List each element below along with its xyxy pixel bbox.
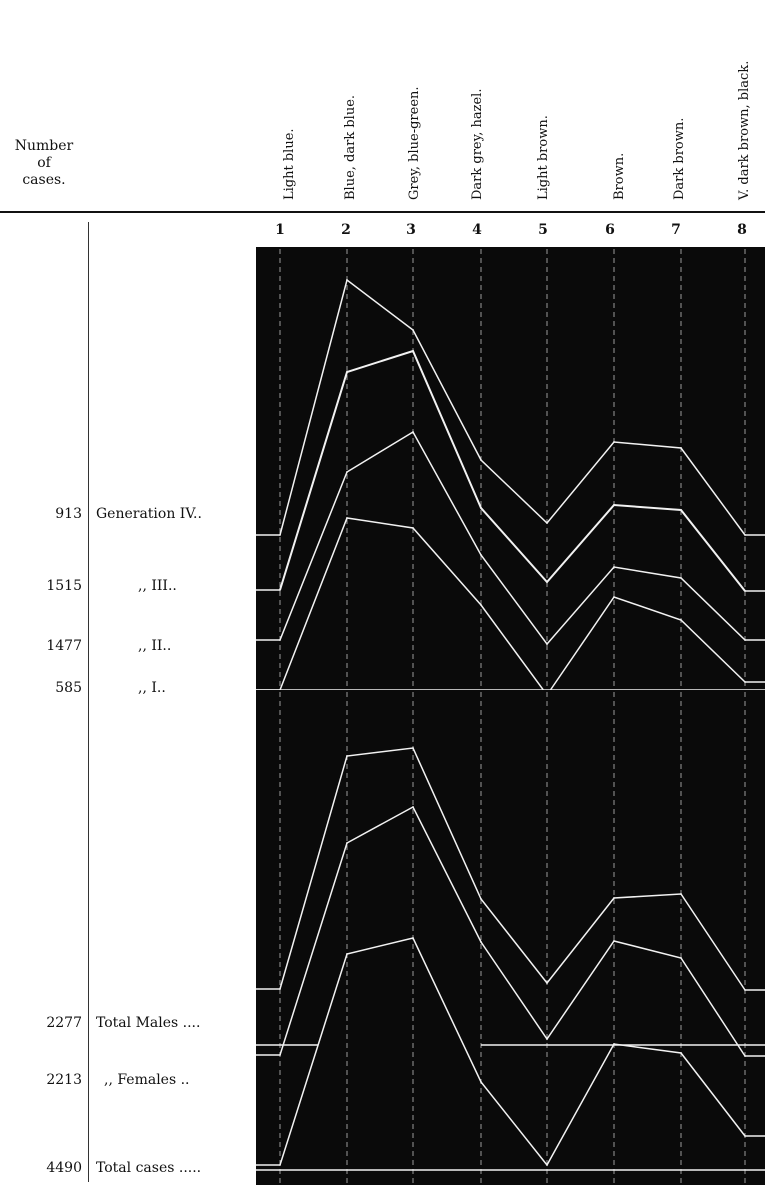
row-label-total-males: Total Males .... [96, 1015, 201, 1031]
number-of-cases-line-3: cases. [22, 172, 66, 188]
data-point-1-2-7 [680, 509, 682, 511]
column-number-6: 6 [605, 222, 615, 238]
row-count-total-cases: 4490 [46, 1160, 82, 1176]
column-number-5: 5 [538, 222, 548, 238]
row-label-total-cases: Total cases ..... [96, 1160, 202, 1176]
data-point-2-2-7 [680, 957, 682, 959]
row-count-gen-ii: 1477 [46, 638, 82, 654]
row-label-gen-i: ,, I.. [138, 680, 166, 696]
data-point-2-2-5 [546, 1038, 548, 1040]
data-point-2-1-2 [346, 755, 348, 757]
data-point-2-3-4 [480, 1081, 482, 1083]
data-point-2-1-4 [480, 898, 482, 900]
row-label-gen-ii: ,, II.. [138, 638, 172, 654]
data-point-1-3-4 [480, 554, 482, 556]
data-point-1-3-5 [546, 643, 548, 645]
row-label-gen-iv: Generation IV.. [96, 506, 202, 522]
data-point-2-3-2 [346, 953, 348, 955]
data-point-2-2-3 [412, 806, 414, 808]
data-point-1-2-4 [480, 507, 482, 509]
data-point-1-4-3 [412, 527, 414, 529]
data-point-1-2-2 [346, 371, 348, 373]
column-number-8: 8 [737, 222, 747, 238]
row-label-gen-iii: ,, III.. [138, 578, 177, 594]
series-line-2-2 [279, 805, 746, 1057]
series-line-1-4 [279, 517, 746, 697]
data-point-2-3-5 [546, 1164, 548, 1166]
data-point-1-1-2 [346, 279, 348, 281]
data-point-1-3-2 [346, 471, 348, 473]
row-count-gen-iv: 913 [55, 506, 82, 522]
row-count-total-males: 2277 [46, 1015, 82, 1031]
data-point-1-2-3 [412, 350, 414, 352]
data-point-2-1-7 [680, 893, 682, 895]
data-point-2-1-3 [412, 747, 414, 749]
series-line-1-3 [279, 430, 746, 646]
series-line-2-3 [279, 937, 746, 1167]
data-point-1-3-7 [680, 577, 682, 579]
series-line-1-2 [279, 349, 746, 592]
series-line-2-1 [279, 747, 746, 991]
data-point-1-1-4 [480, 459, 482, 461]
column-number-3: 3 [406, 222, 416, 238]
data-point-2-2-4 [480, 941, 482, 943]
data-point-1-3-3 [412, 431, 414, 433]
data-point-1-4-2 [346, 517, 348, 519]
data-point-1-4-6 [613, 596, 615, 598]
row-label-females: ,, Females .. [104, 1072, 190, 1088]
chart-panel-1 [256, 247, 765, 690]
data-point-2-3-7 [680, 1052, 682, 1054]
number-of-cases-line-1: Number [14, 138, 74, 154]
column-number-2: 2 [341, 222, 351, 238]
number-of-cases-line-2: of [37, 155, 51, 171]
series-line-1-1 [279, 278, 746, 536]
data-point-1-3-6 [613, 566, 615, 568]
data-point-1-1-5 [546, 522, 548, 524]
data-point-1-1-6 [613, 441, 615, 443]
count-column-rule [88, 222, 89, 1182]
row-count-gen-i: 585 [55, 680, 82, 696]
data-point-2-1-6 [613, 897, 615, 899]
data-point-2-2-2 [346, 842, 348, 844]
row-count-females: 2213 [46, 1072, 82, 1088]
row-count-gen-iii: 1515 [46, 578, 82, 594]
data-point-2-1-5 [546, 982, 548, 984]
data-point-1-4-4 [480, 604, 482, 606]
data-point-1-1-3 [412, 329, 414, 331]
data-point-2-3-3 [412, 937, 414, 939]
header-rule [0, 211, 765, 213]
data-point-1-2-5 [546, 581, 548, 583]
column-number-7: 7 [671, 222, 681, 238]
data-point-1-4-7 [680, 619, 682, 621]
data-point-1-1-7 [680, 447, 682, 449]
number-of-cases-header: Number of cases. [4, 138, 84, 189]
column-number-1: 1 [275, 222, 285, 238]
data-point-1-2-6 [613, 504, 615, 506]
data-point-2-2-6 [613, 940, 615, 942]
column-number-4: 4 [472, 222, 482, 238]
